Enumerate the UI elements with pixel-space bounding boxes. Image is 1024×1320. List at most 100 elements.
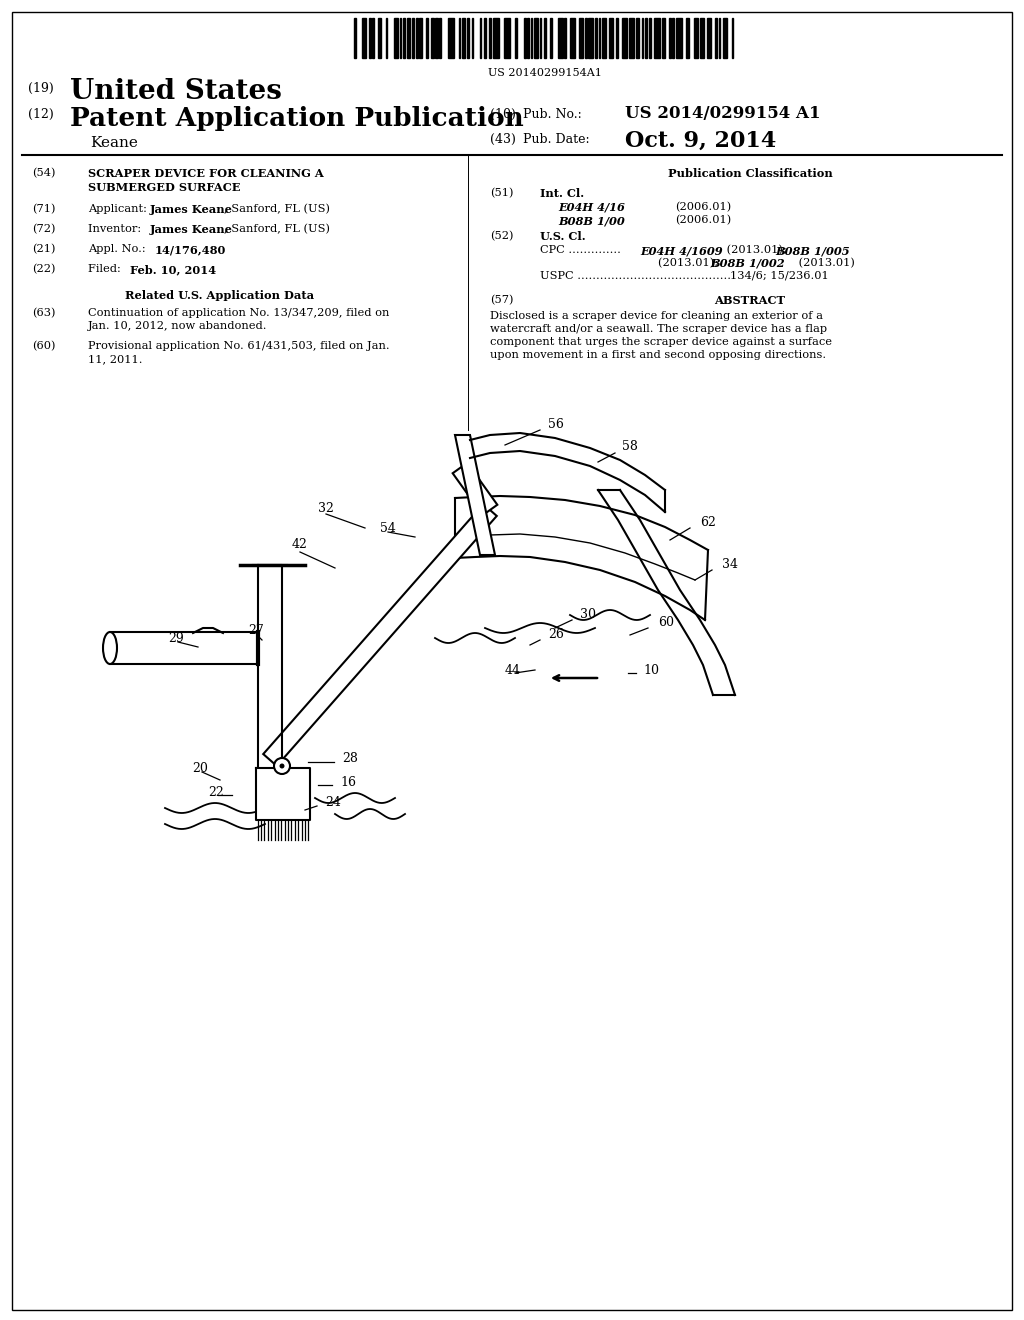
Bar xyxy=(488,18,492,58)
Bar xyxy=(403,18,404,58)
Bar xyxy=(585,18,587,58)
Text: US 2014/0299154 A1: US 2014/0299154 A1 xyxy=(625,106,820,121)
Text: 27: 27 xyxy=(248,623,264,636)
Text: SCRAPER DEVICE FOR CLEANING A: SCRAPER DEVICE FOR CLEANING A xyxy=(88,168,324,180)
Text: B08B 1/005: B08B 1/005 xyxy=(775,246,850,256)
Bar xyxy=(504,18,510,58)
Text: 16: 16 xyxy=(340,776,356,788)
Bar xyxy=(636,18,639,58)
Bar xyxy=(616,18,617,58)
Bar xyxy=(354,18,355,58)
Bar xyxy=(649,18,651,58)
Bar xyxy=(439,18,441,58)
Text: (52): (52) xyxy=(490,231,513,242)
Text: ABSTRACT: ABSTRACT xyxy=(715,294,785,306)
Text: Pub. No.:: Pub. No.: xyxy=(523,108,582,121)
Text: (12): (12) xyxy=(28,108,53,121)
Bar xyxy=(589,18,593,58)
Bar xyxy=(629,18,634,58)
Polygon shape xyxy=(263,504,497,766)
Text: watercraft and/or a seawall. The scraper device has a flap: watercraft and/or a seawall. The scraper… xyxy=(490,323,827,334)
Text: (2013.01);: (2013.01); xyxy=(658,257,722,268)
Text: (2013.01);: (2013.01); xyxy=(723,246,791,255)
Bar xyxy=(580,18,584,58)
Text: (71): (71) xyxy=(32,205,55,214)
Text: US 20140299154A1: US 20140299154A1 xyxy=(488,69,602,78)
Text: CPC ..............: CPC .............. xyxy=(540,246,625,255)
Text: Related U.S. Application Data: Related U.S. Application Data xyxy=(125,290,314,301)
Text: Jan. 10, 2012, now abandoned.: Jan. 10, 2012, now abandoned. xyxy=(88,321,267,331)
Bar xyxy=(419,18,422,58)
Text: 62: 62 xyxy=(700,516,716,528)
Text: (51): (51) xyxy=(490,187,513,198)
Bar xyxy=(370,18,371,58)
Text: 58: 58 xyxy=(622,441,638,454)
Text: 54: 54 xyxy=(380,521,396,535)
Bar xyxy=(373,18,374,58)
Text: Appl. No.:: Appl. No.: xyxy=(88,244,150,253)
Bar xyxy=(534,18,539,58)
Text: 134/6; 15/236.01: 134/6; 15/236.01 xyxy=(730,271,828,281)
Text: E04H 4/16: E04H 4/16 xyxy=(558,202,625,213)
Bar xyxy=(472,18,473,58)
Ellipse shape xyxy=(103,632,117,664)
Bar xyxy=(645,18,647,58)
Text: James Keane: James Keane xyxy=(150,224,232,235)
Text: (54): (54) xyxy=(32,168,55,178)
Bar xyxy=(570,18,574,58)
Bar xyxy=(599,18,600,58)
Bar xyxy=(459,18,460,58)
Text: E04H 4/1609: E04H 4/1609 xyxy=(640,246,723,256)
Circle shape xyxy=(274,758,290,774)
Text: , Sanford, FL (US): , Sanford, FL (US) xyxy=(224,205,330,214)
Text: 32: 32 xyxy=(318,502,334,515)
Bar xyxy=(699,18,703,58)
Text: 30: 30 xyxy=(580,607,596,620)
Polygon shape xyxy=(256,768,310,820)
Bar xyxy=(662,18,665,58)
Bar xyxy=(393,18,398,58)
Text: 34: 34 xyxy=(722,557,738,570)
Text: Applicant:: Applicant: xyxy=(88,205,151,214)
Text: (43): (43) xyxy=(490,133,516,147)
Bar xyxy=(408,18,410,58)
Text: 56: 56 xyxy=(548,418,564,432)
Circle shape xyxy=(280,763,285,768)
Bar xyxy=(686,18,689,58)
Bar xyxy=(399,18,401,58)
Text: (22): (22) xyxy=(32,264,55,275)
Bar xyxy=(540,18,542,58)
Bar xyxy=(732,18,733,58)
Text: Int. Cl.: Int. Cl. xyxy=(540,187,584,199)
Text: Continuation of application No. 13/347,209, filed on: Continuation of application No. 13/347,2… xyxy=(88,308,389,318)
Bar xyxy=(564,18,566,58)
Bar xyxy=(480,18,481,58)
Text: Disclosed is a scraper device for cleaning an exterior of a: Disclosed is a scraper device for cleani… xyxy=(490,312,823,321)
Text: 26: 26 xyxy=(548,628,564,642)
Text: component that urges the scraper device against a surface: component that urges the scraper device … xyxy=(490,337,831,347)
Bar xyxy=(595,18,597,58)
Text: (2006.01): (2006.01) xyxy=(675,215,731,226)
Bar xyxy=(673,18,674,58)
Bar xyxy=(467,18,469,58)
Text: (2013.01): (2013.01) xyxy=(795,257,855,268)
Text: Keane: Keane xyxy=(90,136,138,150)
Text: (63): (63) xyxy=(32,308,55,318)
Polygon shape xyxy=(455,436,495,554)
Text: Filed:: Filed: xyxy=(88,264,139,275)
Text: , Sanford, FL (US): , Sanford, FL (US) xyxy=(224,224,330,235)
Bar xyxy=(716,18,717,58)
Text: Oct. 9, 2014: Oct. 9, 2014 xyxy=(625,129,776,152)
Bar xyxy=(493,18,500,58)
Text: B08B 1/002: B08B 1/002 xyxy=(710,257,784,269)
Bar xyxy=(447,18,455,58)
Text: (10): (10) xyxy=(490,108,516,121)
Bar xyxy=(609,18,613,58)
Text: Inventor:: Inventor: xyxy=(88,224,148,234)
Polygon shape xyxy=(110,632,258,664)
Text: (57): (57) xyxy=(490,294,513,305)
Text: SUBMERGED SURFACE: SUBMERGED SURFACE xyxy=(88,182,241,193)
Polygon shape xyxy=(258,565,282,775)
Bar xyxy=(707,18,711,58)
Text: Provisional application No. 61/431,503, filed on Jan.: Provisional application No. 61/431,503, … xyxy=(88,341,389,351)
